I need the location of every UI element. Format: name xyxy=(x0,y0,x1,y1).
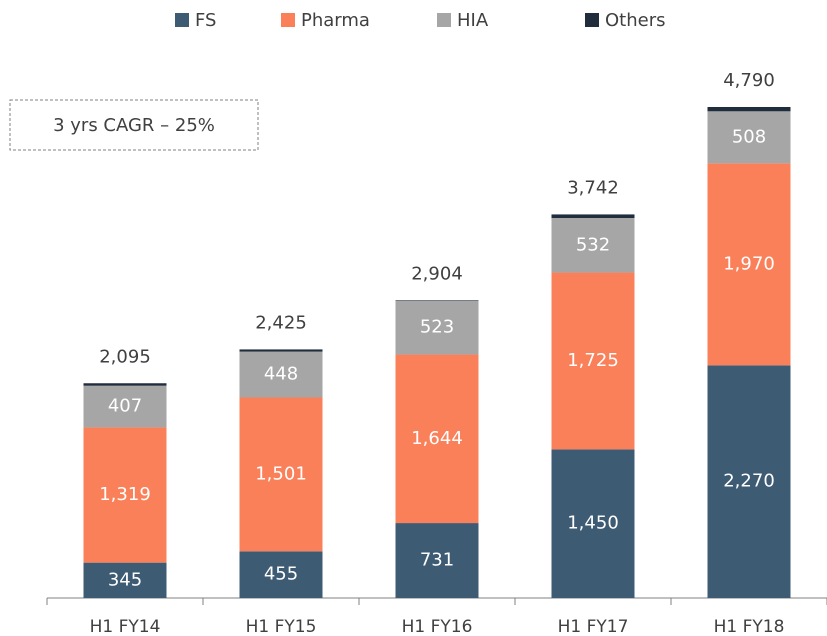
legend-label: Others xyxy=(605,10,666,31)
total-label: 2,095 xyxy=(99,346,151,367)
data-label: 731 xyxy=(420,550,454,571)
total-label: 2,904 xyxy=(411,263,463,284)
legend-label: HIA xyxy=(457,10,489,31)
legend-swatch xyxy=(585,13,599,27)
bar-segment xyxy=(707,107,791,112)
annotation-box xyxy=(9,99,259,151)
bar-segment xyxy=(239,351,323,398)
data-label: 1,501 xyxy=(255,463,307,484)
bar-segment xyxy=(83,562,167,598)
legend-swatch xyxy=(175,13,189,27)
bar-segment xyxy=(395,300,479,355)
data-label: 2,270 xyxy=(723,471,775,492)
bar-segment xyxy=(551,214,635,219)
data-label: 1,450 xyxy=(567,513,619,534)
bar-segment xyxy=(239,397,323,552)
bar-segment xyxy=(551,218,635,273)
bar-segment xyxy=(707,365,791,598)
bar-segment xyxy=(707,111,791,164)
x-tick-label: H1 FY16 xyxy=(402,617,473,636)
total-label: 3,742 xyxy=(567,177,619,198)
bar-segment xyxy=(395,300,479,301)
x-tick-label: H1 FY17 xyxy=(558,617,629,636)
bar-segment xyxy=(83,383,167,386)
data-label: 523 xyxy=(420,317,454,338)
data-label: 1,319 xyxy=(99,484,151,505)
bar-segment xyxy=(239,551,323,598)
annotation: 3 yrs CAGR – 25% xyxy=(53,115,215,136)
data-label: 1,970 xyxy=(723,253,775,274)
data-label: 448 xyxy=(264,364,298,385)
bar-segment xyxy=(395,354,479,524)
legend-label: Pharma xyxy=(301,10,370,31)
bar-segment xyxy=(239,349,323,352)
x-tick-label: H1 FY14 xyxy=(90,617,161,636)
data-label: 1,644 xyxy=(411,428,463,449)
data-label: 455 xyxy=(264,564,298,585)
total-label: 2,425 xyxy=(255,312,307,333)
data-label: 1,725 xyxy=(567,350,619,371)
bar-segment xyxy=(395,523,479,598)
data-label: 407 xyxy=(108,396,142,417)
data-label: 345 xyxy=(108,569,142,590)
legend-swatch xyxy=(281,13,295,27)
x-tick-label: H1 FY18 xyxy=(714,617,785,636)
bar-segment xyxy=(551,272,635,450)
data-label: 532 xyxy=(576,234,610,255)
data-label: 508 xyxy=(732,126,766,147)
total-label: 4,790 xyxy=(723,70,775,91)
x-tick-label: H1 FY15 xyxy=(246,617,317,636)
bar-segment xyxy=(83,385,167,428)
bar-segment xyxy=(551,449,635,598)
bar-segment xyxy=(707,163,791,366)
bar-segment xyxy=(83,427,167,563)
legend-label: FS xyxy=(195,10,216,31)
legend-swatch xyxy=(437,13,451,27)
